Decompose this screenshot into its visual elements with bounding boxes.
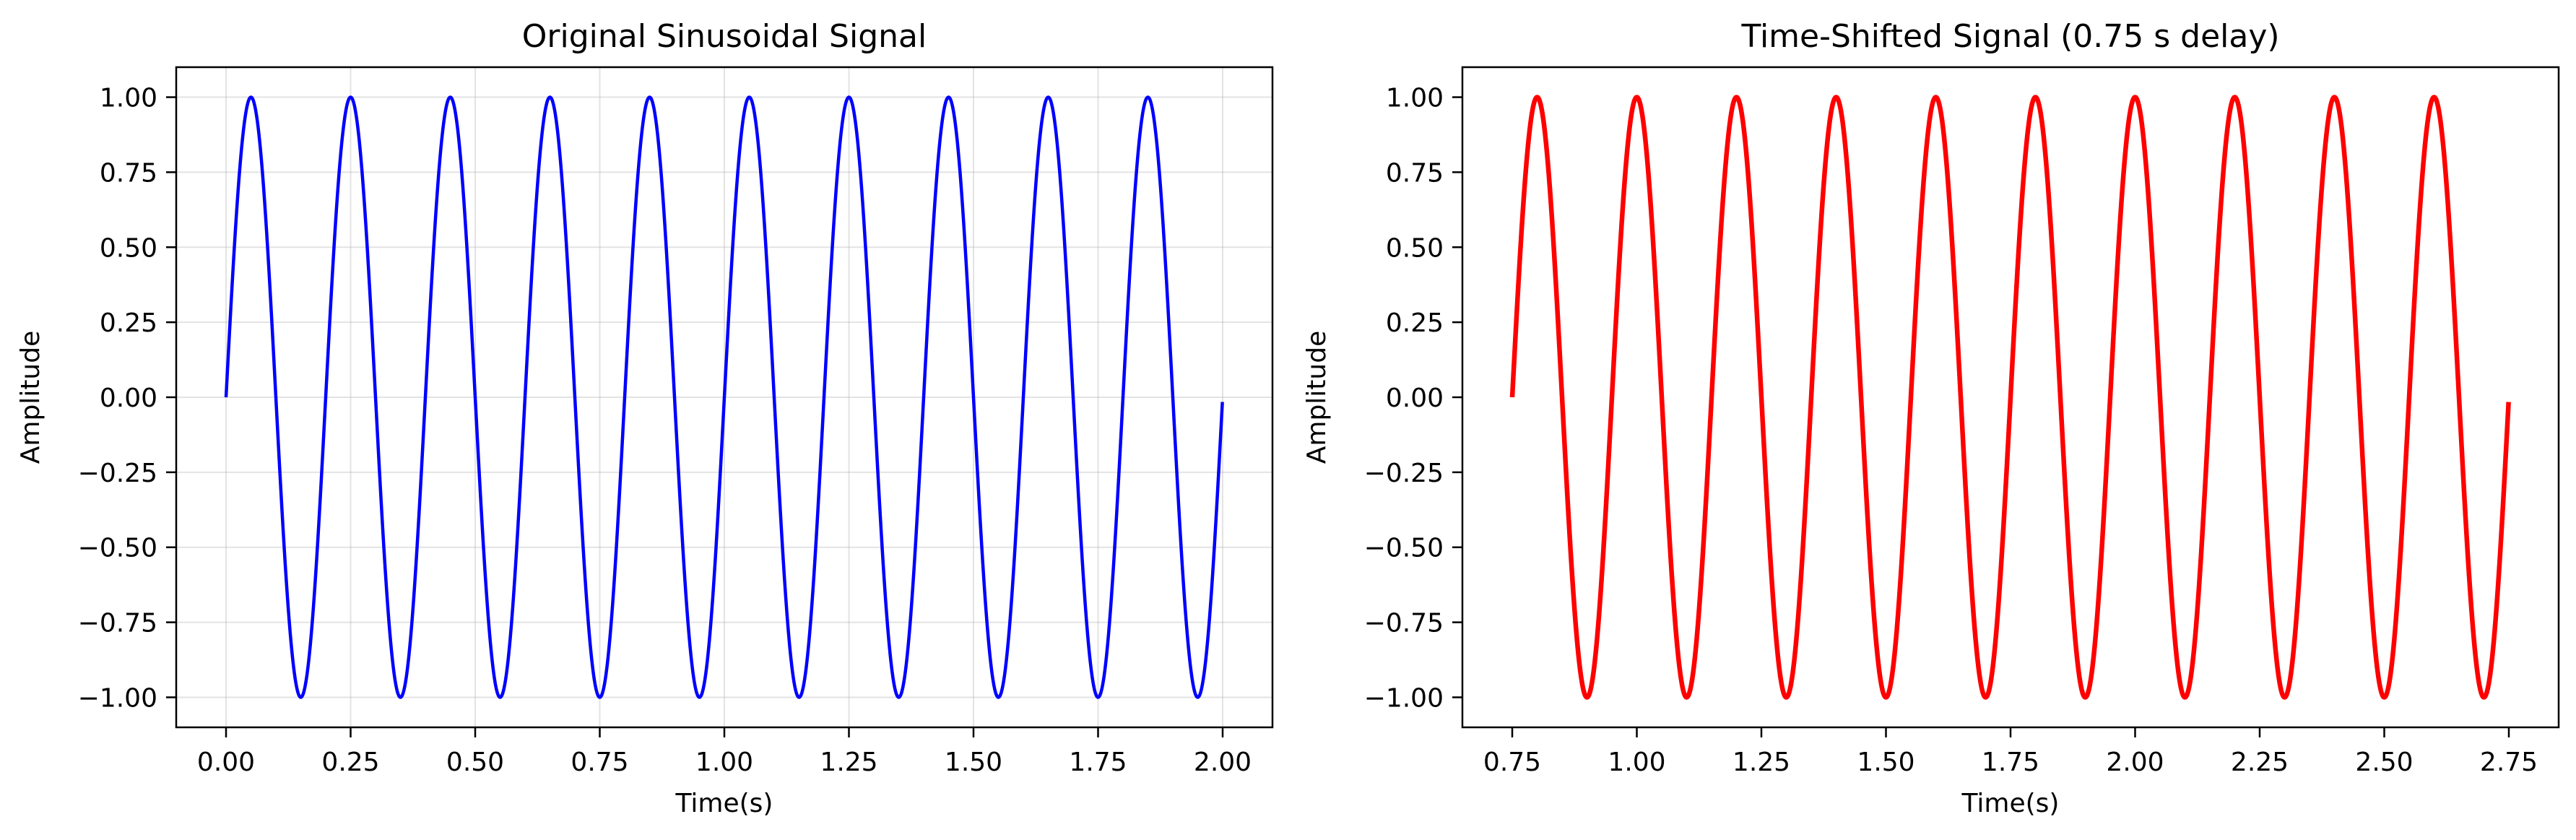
y-tick-label: −0.25 bbox=[78, 459, 157, 488]
x-tick-label: 1.00 bbox=[695, 748, 753, 777]
y-axis-ticks: 1.00 0.75 0.50 0.25 0.00 −0.25 −0.50 −0.75 −1.00 bbox=[1364, 84, 1462, 713]
x-tick-label: 2.75 bbox=[2480, 748, 2538, 777]
x-axis-label: Time(s) bbox=[675, 789, 773, 818]
x-tick-label: 1.50 bbox=[945, 748, 1002, 777]
x-axis-ticks: 0.00 0.25 0.50 0.75 1.00 1.25 1.50 1.75 2.00 bbox=[197, 727, 1252, 777]
y-axis-label: Amplitude bbox=[1302, 331, 1332, 464]
chart-title: Time-Shifted Signal (0.75 s delay) bbox=[1740, 18, 2279, 55]
x-tick-label: 1.50 bbox=[1857, 748, 1914, 777]
x-tick-label: 1.00 bbox=[1608, 748, 1665, 777]
x-tick-label: 0.50 bbox=[446, 748, 504, 777]
x-tick-label: 0.75 bbox=[571, 748, 628, 777]
x-tick-label: 1.25 bbox=[820, 748, 877, 777]
y-tick-label: −0.25 bbox=[1364, 459, 1444, 488]
y-tick-label: −0.50 bbox=[1364, 534, 1444, 563]
y-tick-label: 0.25 bbox=[100, 308, 157, 338]
y-tick-label: 0.00 bbox=[100, 384, 157, 413]
y-tick-label: 0.50 bbox=[100, 233, 157, 263]
x-tick-label: 2.25 bbox=[2231, 748, 2289, 777]
x-tick-label: 1.25 bbox=[1732, 748, 1790, 777]
panel-time-shifted-signal: 0.75 1.00 1.25 1.50 1.75 2.00 2.25 2.50 2.75 1.0… bbox=[1302, 18, 2560, 818]
x-tick-label: 2.50 bbox=[2355, 748, 2413, 777]
x-axis-label: Time(s) bbox=[1961, 789, 2060, 818]
series-line-shifted bbox=[1509, 95, 2511, 700]
y-tick-label: −1.00 bbox=[78, 683, 157, 713]
y-tick-label: 1.00 bbox=[100, 84, 157, 113]
y-tick-label: −0.50 bbox=[78, 534, 157, 563]
x-tick-label: 2.00 bbox=[1194, 748, 1252, 777]
x-tick-label: 0.25 bbox=[321, 748, 379, 777]
x-axis-ticks: 0.75 1.00 1.25 1.50 1.75 2.00 2.25 2.50 2.75 bbox=[1483, 727, 2538, 777]
chart-title: Original Sinusoidal Signal bbox=[522, 18, 927, 55]
series-line-original bbox=[224, 95, 1224, 699]
y-tick-label: 0.75 bbox=[1386, 158, 1444, 188]
y-tick-label: 0.25 bbox=[1386, 308, 1444, 338]
y-axis-label: Amplitude bbox=[16, 331, 45, 464]
y-tick-label: −0.75 bbox=[78, 609, 157, 638]
x-tick-label: 0.75 bbox=[1483, 748, 1541, 777]
x-tick-label: 1.75 bbox=[1982, 748, 2039, 777]
x-tick-label: 2.00 bbox=[2106, 748, 2164, 777]
y-tick-label: −1.00 bbox=[1364, 683, 1444, 713]
y-tick-label: 0.75 bbox=[100, 158, 157, 188]
y-tick-label: 0.00 bbox=[1386, 384, 1444, 413]
y-tick-label: −0.75 bbox=[1364, 609, 1444, 638]
y-tick-label: 0.50 bbox=[1386, 233, 1444, 263]
x-tick-label: 0.00 bbox=[197, 748, 255, 777]
x-tick-label: 1.75 bbox=[1069, 748, 1127, 777]
y-axis-ticks: 1.00 0.75 0.50 0.25 0.00 −0.25 −0.50 −0.75 −1.00 bbox=[78, 84, 176, 713]
panel-original-signal: 0.00 0.25 0.50 0.75 1.00 1.25 1.50 1.75 2.00 1.0… bbox=[16, 18, 1274, 818]
y-tick-label: 1.00 bbox=[1386, 84, 1444, 113]
